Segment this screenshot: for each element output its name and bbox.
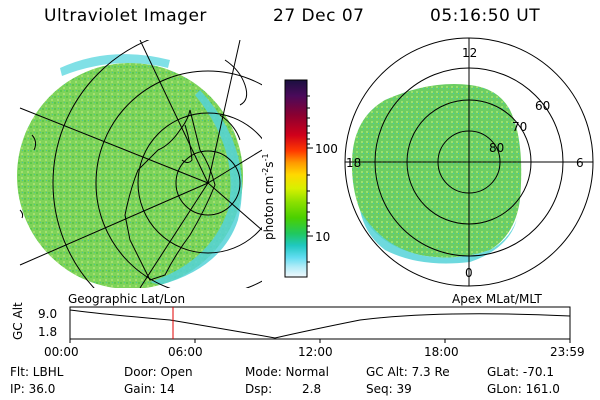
gc-alt-info: GC Alt: 7.3 Re [366,365,450,379]
time-label: 05:16:50 UT [430,6,541,26]
timeline-xtick-2359: 23:59 [550,345,585,359]
geo-coordinates-label: Geographic Lat/Lon [68,292,186,306]
mlt-label-12: 12 [462,46,478,60]
mlt-label-0: 0 [465,266,473,280]
mlat-label-60: 60 [535,99,551,113]
timeline-xtick-0600: 06:00 [168,345,203,359]
timeline-xtick-0000: 00:00 [44,345,79,359]
seq-info: Seq: 39 [366,382,412,396]
colorbar-tick-100: 100 [315,142,338,156]
dsp-value: 2.8 [302,382,322,396]
ip-info: IP: 36.0 [10,382,56,396]
instrument-title: Ultraviolet Imager [44,6,207,26]
altitude-curve [69,309,571,339]
polar-image-oval [351,84,522,258]
apex-coordinates-label: Apex MLat/MLT [452,292,542,306]
colorbar-tick-10: 10 [315,230,331,244]
mode-info: Mode: Normal [245,365,329,379]
mlat-label-70: 70 [512,120,528,134]
date-label: 27 Dec 07 [273,6,365,26]
timeline-frame [69,306,571,340]
timeline-xtick-1800: 18:00 [424,345,459,359]
timeline-xtick-1200: 12:00 [298,345,333,359]
gain-info: Gain: 14 [124,382,175,396]
dsp-label: Dsp: [245,382,273,396]
timeline-ytick-bottom: 1.8 [38,325,58,339]
mlt-label-6: 6 [576,156,584,170]
filter-info: Flt: LBHL [10,365,64,379]
mlat-label-80: 80 [489,141,505,155]
glon-info: GLon: 161.0 [487,382,560,396]
timeline-ytick-top: 9.0 [38,307,58,321]
door-info: Door: Open [124,365,193,379]
glat-info: GLat: -70.1 [487,365,554,379]
mlt-label-18: 18 [346,156,362,170]
